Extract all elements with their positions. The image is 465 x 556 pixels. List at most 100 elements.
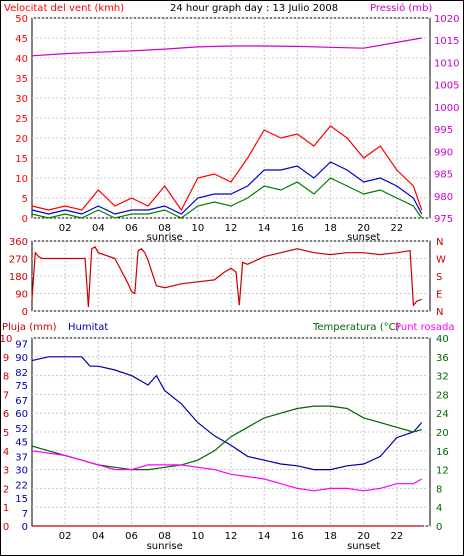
wind-y-tick: 20 [15, 134, 28, 145]
x-annotation-label: sunset [347, 232, 380, 243]
humidity-y-tick: 45 [15, 437, 28, 448]
dewpoint-line [31, 450, 422, 492]
dewpoint-axis-label: Punt rosada [395, 322, 454, 333]
compass-label: W [436, 255, 446, 266]
pressure-y-tick: 980 [434, 192, 453, 203]
x-tick-label: 18 [324, 531, 337, 542]
rain-y-tick: 3 [3, 466, 9, 477]
humidity-y-tick: 30 [15, 466, 28, 477]
wind-y-tick: 25 [15, 114, 28, 125]
temperature-y-tick: 24 [436, 409, 449, 420]
humidity-y-tick: 67 [15, 396, 28, 407]
x-tick-label: 06 [125, 223, 138, 234]
humidity-y-tick: 52 [15, 424, 28, 435]
chart-title: 24 hour graph day : 13 Julio 2008 [170, 3, 338, 14]
pressure-y-tick: 995 [434, 125, 453, 136]
rain-y-tick: 4 [3, 447, 9, 458]
direction-y-ticks: 0 90 180 270 360 [9, 237, 28, 318]
humidity-y-tick: 75 [15, 381, 28, 392]
temperature-y-tick: 12 [436, 466, 449, 477]
x-tick-label: 12 [225, 223, 238, 234]
direction-y-tick: 0 [22, 307, 28, 318]
temp-series [31, 356, 423, 527]
x-tick-label: 16 [291, 223, 304, 234]
wind-x-ticks: 02 04 06 08 10 12 14 16 18 20 22 sunrise sunset [59, 223, 403, 243]
pressure-y-tick: 975 [434, 214, 453, 225]
x-tick-label: 04 [92, 531, 105, 542]
x-tick-label: 12 [225, 531, 238, 542]
x-tick-label: 08 [158, 531, 171, 542]
temperature-y-tick: 16 [436, 447, 449, 458]
x-tick-label: 16 [291, 531, 304, 542]
pressure-y-tick: 1010 [434, 58, 459, 69]
wind-y-tick: 5 [22, 194, 28, 205]
x-tick-label: 20 [357, 223, 370, 234]
direction-y-tick: 180 [9, 272, 28, 283]
temp-x-ticks: 02 04 06 08 10 12 14 16 18 20 22 sunrise sunset [59, 531, 403, 552]
compass-label: N [436, 307, 443, 318]
direction-line [31, 245, 422, 308]
wind-speed-axis-label: Velocitat del vent (kmh) [4, 3, 124, 14]
humidity-y-tick: 22 [15, 481, 28, 492]
humidity-y-tick: 7 [22, 509, 28, 520]
temp-grid [32, 337, 430, 527]
wind-min-line [31, 177, 423, 219]
x-tick-label: 18 [324, 223, 337, 234]
humidity-axis-label: Humitat [68, 322, 108, 333]
humidity-y-tick: 15 [15, 494, 28, 505]
x-tick-label: 06 [125, 531, 138, 542]
wind-y-tick: 40 [15, 54, 28, 65]
humidity-y-tick: 60 [15, 409, 28, 420]
temperature-y-tick: 20 [436, 428, 449, 439]
x-tick-label: 10 [191, 531, 204, 542]
x-annotation-label: sunrise [147, 232, 183, 243]
rain-y-tick: 0 [3, 522, 9, 533]
temperature-y-tick: 32 [436, 372, 449, 383]
pressure-y-tick: 1015 [434, 36, 459, 47]
temperature-axis-label: Temperatura (°C) [312, 322, 400, 333]
temperature-y-ticks: 0 4 8 12 16 20 24 28 32 36 40 [436, 334, 449, 533]
x-tick-label: 02 [59, 531, 72, 542]
x-tick-label: 14 [258, 223, 271, 234]
direction-y-tick: 90 [15, 290, 28, 301]
rain-y-tick: 9 [3, 353, 9, 364]
rain-y-tick: 7 [3, 390, 9, 401]
x-tick-label: 22 [390, 531, 403, 542]
temperature-y-tick: 4 [436, 503, 442, 514]
rain-y-tick: 2 [3, 484, 9, 495]
compass-label: E [436, 290, 442, 301]
x-tick-label: 10 [191, 223, 204, 234]
rain-y-tick: 6 [3, 409, 9, 420]
wind-grid [32, 17, 430, 219]
humidity-y-tick: 97 [15, 340, 28, 351]
wind-y-ticks: 0 5 10 15 20 25 30 35 40 45 50 [15, 14, 28, 225]
wind-avg-line [31, 161, 423, 215]
pressure-y-tick: 990 [434, 147, 453, 158]
pressure-axis-label: Pressió (mb) [370, 2, 432, 14]
rain-y-tick: 1 [3, 503, 9, 514]
wind-y-tick: 0 [22, 214, 28, 225]
rain-y-tick: 10 [0, 334, 12, 345]
humidity-y-tick: 82 [15, 368, 28, 379]
humidity-y-tick: 0 [22, 522, 28, 533]
temperature-y-tick: 28 [436, 390, 449, 401]
rain-axis-label: Pluja (mm) [2, 322, 57, 333]
pressure-y-tick: 1000 [434, 103, 459, 114]
x-tick-label: 14 [258, 531, 271, 542]
temperature-y-tick: 36 [436, 353, 449, 364]
temperature-y-tick: 40 [436, 334, 449, 345]
x-tick-label: 22 [390, 223, 403, 234]
compass-label: S [436, 272, 442, 283]
pressure-y-tick: 1020 [434, 14, 459, 25]
wind-y-tick: 50 [15, 14, 28, 25]
wind-y-tick: 30 [15, 94, 28, 105]
pressure-y-tick: 985 [434, 170, 453, 181]
direction-series [31, 245, 422, 308]
temperature-y-tick: 0 [436, 522, 442, 533]
rain-y-tick: 8 [3, 372, 9, 383]
direction-y-tick: 360 [9, 237, 28, 248]
rain-y-tick: 5 [3, 428, 9, 439]
